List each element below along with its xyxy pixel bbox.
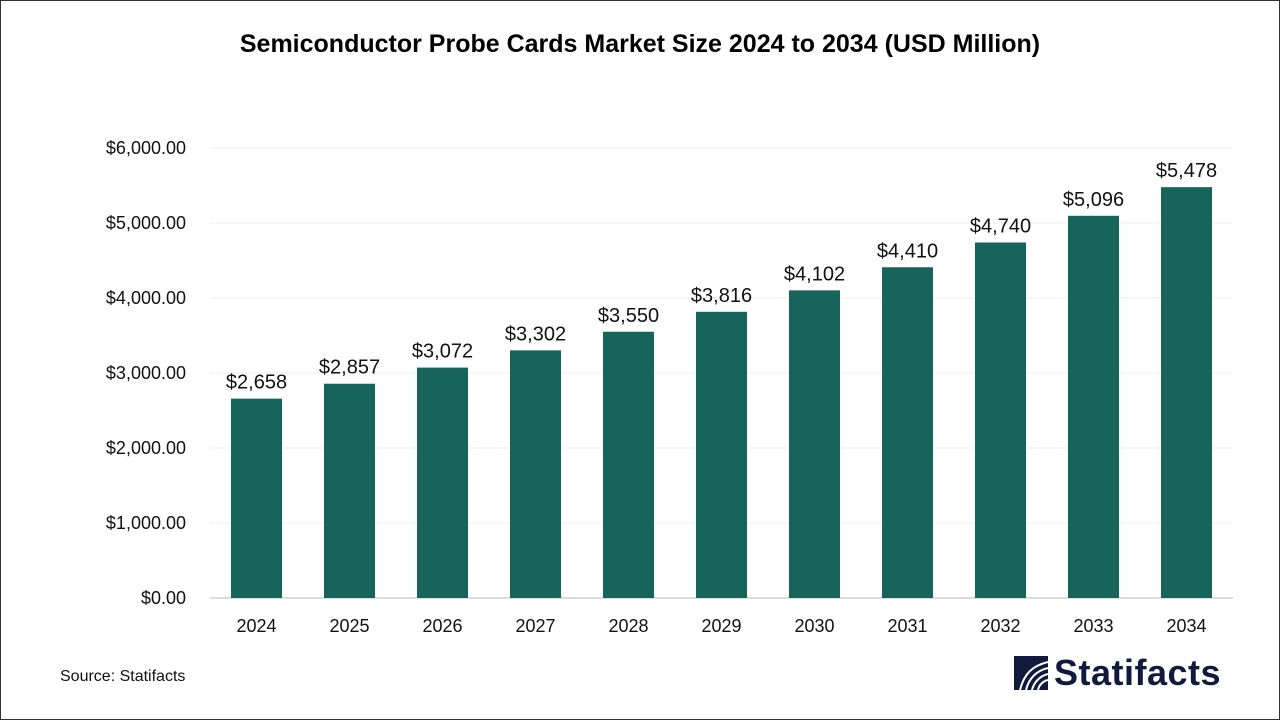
data-label: $5,478	[1156, 160, 1217, 182]
statifacts-logo: Statifacts	[1014, 652, 1221, 694]
y-tick-label: $3,000.00	[106, 363, 186, 383]
data-label: $4,410	[877, 240, 938, 262]
x-tick-label: 2026	[422, 616, 462, 636]
y-tick-label: $0.00	[141, 588, 186, 608]
bar-2031	[882, 267, 933, 598]
x-tick-label: 2031	[887, 616, 927, 636]
y-tick-label: $4,000.00	[106, 288, 186, 308]
bar-2025	[324, 383, 375, 598]
x-tick-label: 2032	[980, 616, 1020, 636]
bar-2034	[1161, 187, 1212, 598]
logo-mark-icon	[1014, 656, 1048, 690]
data-label: $4,740	[970, 216, 1031, 238]
x-tick-label: 2024	[236, 616, 276, 636]
bar-2027	[510, 350, 561, 598]
bar-2029	[696, 311, 747, 598]
data-label: $4,102	[784, 263, 845, 285]
y-tick-label: $2,000.00	[106, 438, 186, 458]
chart-title: Semiconductor Probe Cards Market Size 20…	[239, 30, 1041, 58]
bar-2024	[231, 398, 282, 598]
y-tick-label: $5,000.00	[106, 213, 186, 233]
data-label: $2,857	[319, 357, 380, 379]
x-tick-label: 2027	[515, 616, 555, 636]
data-label: $3,302	[505, 323, 566, 345]
x-tick-label: 2033	[1073, 616, 1113, 636]
data-label: $5,096	[1063, 189, 1124, 211]
x-tick-label: 2034	[1166, 616, 1206, 636]
x-tick-label: 2025	[329, 616, 369, 636]
y-tick-label: $6,000.00	[106, 138, 186, 158]
source-note: Source: Statifacts	[60, 668, 186, 685]
bar-2028	[603, 331, 654, 598]
data-label: $2,658	[226, 372, 287, 394]
bar-2026	[417, 367, 468, 598]
bar-2032	[975, 242, 1026, 598]
data-label: $3,816	[691, 285, 752, 307]
data-label: $3,550	[598, 305, 659, 327]
x-tick-label: 2028	[608, 616, 648, 636]
logo-text: Statifacts	[1054, 652, 1222, 693]
x-tick-label: 2029	[701, 616, 741, 636]
x-tick-label: 2030	[794, 616, 834, 636]
bar-2033	[1068, 215, 1119, 599]
data-label: $3,072	[412, 341, 473, 363]
bar-2030	[789, 290, 840, 598]
y-tick-label: $1,000.00	[106, 513, 186, 533]
